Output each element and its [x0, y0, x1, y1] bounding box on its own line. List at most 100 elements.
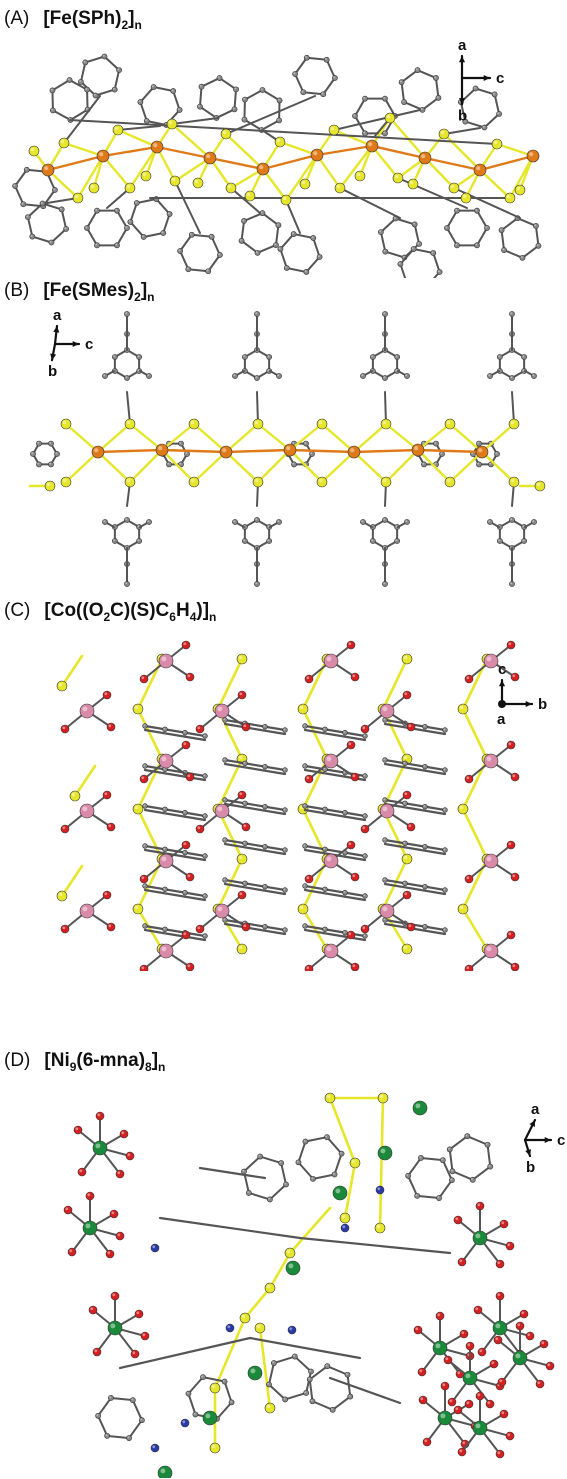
oxygen-atom [346, 740, 356, 750]
carbon-atom [162, 926, 168, 933]
atom-highlight [263, 805, 266, 807]
atom-highlight [489, 462, 492, 465]
atom-highlight [363, 894, 366, 897]
cobalt-atom [483, 753, 499, 769]
atom-highlight [203, 854, 206, 857]
atom-highlight [94, 1349, 98, 1353]
carbon-atom [498, 227, 505, 234]
atom-highlight [422, 441, 425, 444]
carbon-atom [58, 206, 65, 213]
atom-highlight [167, 212, 170, 215]
atom-highlight [303, 724, 306, 727]
carbon-atom [398, 79, 405, 86]
atom-highlight [283, 728, 286, 731]
bond [172, 90, 181, 111]
atom-highlight [353, 114, 356, 117]
carbon-atom [302, 843, 308, 849]
bond [60, 654, 84, 688]
axis-label-right: b [538, 696, 547, 713]
atom-highlight [371, 539, 374, 542]
atom-highlight [455, 243, 458, 246]
bond [41, 202, 63, 211]
oxygen-atom [237, 790, 247, 800]
sulfur-atom [457, 903, 469, 915]
sulfur-atom [384, 112, 396, 124]
bond [298, 1236, 452, 1255]
oxygen-atom [102, 890, 112, 900]
nickel-atom [472, 1230, 488, 1246]
carbon-atom [436, 269, 443, 275]
bond [46, 154, 105, 172]
atom-highlight [522, 355, 525, 358]
bond [213, 1316, 247, 1390]
bond [383, 838, 447, 852]
carbon-atom [262, 923, 268, 930]
oxygen-atom [115, 1231, 125, 1241]
atom-highlight [482, 125, 485, 128]
atom-highlight [310, 1399, 313, 1402]
carbon-atom [324, 1134, 330, 1141]
atom-highlight [363, 734, 366, 737]
oxygen-atom [346, 640, 356, 650]
atom-highlight [85, 87, 88, 90]
bond [511, 391, 515, 425]
methyl-carbon [124, 311, 130, 317]
atom-highlight [405, 374, 408, 377]
atom-highlight [256, 1324, 261, 1329]
sulfur-atom [339, 1212, 351, 1224]
sulfur-atom [192, 177, 204, 189]
iron-atom [418, 151, 432, 165]
carbon-atom [142, 723, 148, 729]
atom-highlight [179, 441, 182, 444]
bond [136, 707, 164, 761]
oxygen-atom [499, 1409, 509, 1419]
axis-arrowhead [458, 56, 466, 63]
atom-highlight [323, 767, 326, 770]
carbon-atom [394, 354, 401, 360]
oxygen-atom [346, 930, 356, 940]
bond [461, 707, 489, 761]
oxygen-atom [106, 822, 116, 832]
atom-highlight [437, 1196, 440, 1199]
atom-highlight [411, 247, 414, 250]
carbon-atom [322, 806, 328, 813]
sulfur-atom [60, 418, 72, 430]
sulfur-atom [438, 128, 450, 140]
cobalt-atom [379, 703, 395, 719]
atom-highlight [466, 676, 470, 680]
atom-highlight [421, 154, 426, 159]
oxygen-atom [464, 964, 474, 971]
atom-highlight [306, 876, 310, 880]
atom-highlight [260, 88, 263, 91]
carbon-atom [262, 763, 268, 770]
bond [118, 1336, 252, 1370]
cobalt-atom [158, 653, 174, 669]
oxygen-atom [140, 1331, 150, 1341]
atom-highlight [134, 705, 139, 710]
oxygen-atom [195, 824, 205, 834]
bond [383, 918, 447, 932]
carbon-atom [266, 1196, 273, 1203]
atom-highlight [404, 692, 408, 696]
carbon-atom [124, 225, 130, 231]
atom-highlight [177, 108, 180, 111]
carbon-atom [491, 91, 498, 98]
sulfur-atom [132, 803, 144, 815]
carbon-atom [94, 242, 100, 249]
atom-highlight [282, 196, 287, 201]
atom-highlight [352, 774, 356, 778]
atom-highlight [125, 582, 128, 585]
atom-highlight [455, 1217, 459, 1221]
atom-highlight [85, 226, 88, 229]
carbon-atom [30, 451, 36, 457]
atom-highlight [134, 905, 139, 910]
atom-highlight [30, 234, 33, 237]
sulfur-atom [244, 190, 256, 202]
bond [320, 450, 356, 484]
oxygen-atom [477, 1347, 487, 1357]
carbon-atom [496, 354, 503, 360]
carbon-atom [476, 461, 482, 468]
atom-highlight [497, 1261, 501, 1265]
bond [434, 76, 440, 99]
